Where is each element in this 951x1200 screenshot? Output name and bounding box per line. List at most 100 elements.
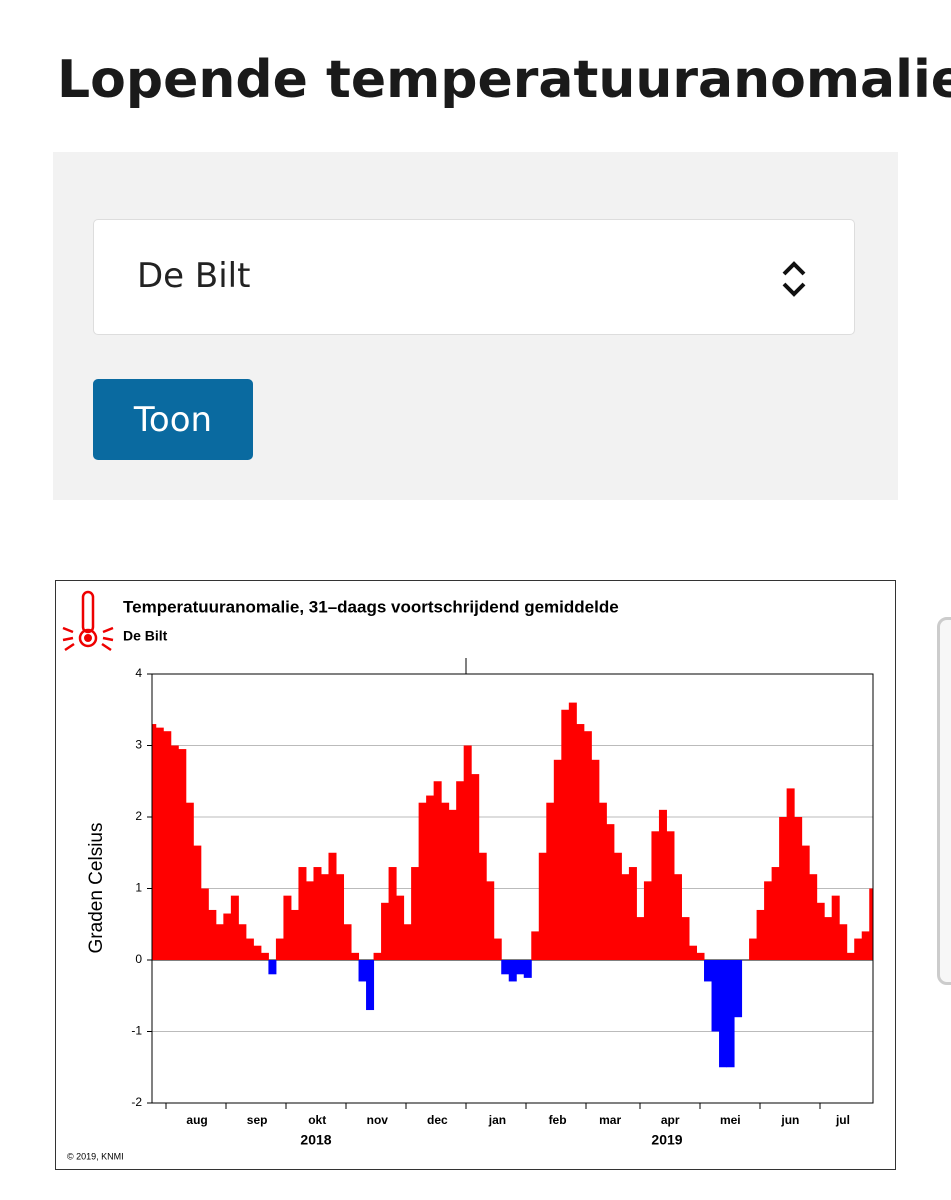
- bar: [561, 709, 570, 960]
- y-tick-label: 0: [135, 952, 142, 966]
- select-arrows: [782, 261, 806, 297]
- bar: [215, 924, 224, 960]
- bar: [373, 952, 382, 960]
- bar: [313, 867, 322, 960]
- bar: [801, 845, 810, 960]
- x-tick-label: jan: [488, 1113, 506, 1127]
- bar: [208, 909, 217, 960]
- bar: [523, 960, 532, 978]
- x-tick-label: nov: [367, 1113, 389, 1127]
- bar: [688, 945, 698, 960]
- bar: [576, 724, 585, 960]
- bar: [433, 781, 442, 960]
- bar: [538, 852, 547, 960]
- bar: [223, 913, 232, 960]
- bar: [456, 781, 465, 960]
- select-value: De Bilt: [137, 256, 251, 296]
- bar: [163, 731, 172, 960]
- x-tick-label: jun: [780, 1113, 799, 1127]
- bar: [516, 960, 525, 975]
- bar: [343, 924, 352, 960]
- bar: [704, 960, 713, 982]
- bar: [403, 924, 412, 960]
- thermometer-icon: [62, 590, 114, 652]
- bar: [794, 817, 803, 960]
- plot-frame: [151, 673, 874, 1104]
- axes: -2 -1 0 1 2 3 4 aug sep okt nov dec jan feb mar apr mei j…: [131, 658, 874, 1127]
- bar: [824, 917, 833, 960]
- bar: [388, 867, 397, 960]
- bar: [200, 888, 209, 960]
- bar: [854, 938, 863, 960]
- bar: [463, 745, 472, 960]
- x-tick-label: apr: [661, 1113, 680, 1127]
- station-select[interactable]: De Bilt: [93, 219, 855, 335]
- chart-subtitle: De Bilt: [123, 628, 168, 644]
- bar: [583, 731, 592, 960]
- credit: © 2019, KNMI: [67, 1151, 124, 1161]
- bar: [283, 895, 292, 960]
- bar: [658, 809, 667, 960]
- bar: [478, 852, 487, 960]
- y-axis-label: Graden Celsius: [86, 823, 107, 954]
- bar: [260, 952, 269, 960]
- bar: [366, 960, 375, 1011]
- year-label: 2018: [300, 1132, 331, 1148]
- bar: [764, 881, 773, 960]
- x-tick-label: feb: [549, 1113, 567, 1127]
- bar: [734, 960, 743, 1018]
- bar: [170, 745, 179, 960]
- chart-title: Temperatuuranomalie, 31–daags voortschri…: [123, 597, 619, 616]
- bar: [493, 938, 502, 960]
- bar: [441, 802, 450, 960]
- form-panel: De Bilt Toon: [53, 152, 898, 500]
- bar: [185, 802, 194, 960]
- bar: [448, 809, 457, 960]
- y-tick-label: 2: [135, 809, 142, 823]
- bar: [358, 960, 367, 982]
- y-tick-label: 1: [135, 881, 142, 895]
- x-tick-label: mar: [599, 1113, 621, 1127]
- bar: [290, 909, 299, 960]
- thermometer-bulb: [84, 634, 92, 642]
- bar: [238, 924, 247, 960]
- x-tick-label: sep: [247, 1113, 268, 1127]
- y-tick-label: -2: [131, 1095, 142, 1109]
- bar: [726, 960, 735, 1068]
- bar: [531, 931, 540, 960]
- bar: [230, 895, 239, 960]
- bar: [816, 902, 825, 960]
- bar: [711, 960, 720, 1032]
- bar: [621, 874, 630, 960]
- bar: [839, 924, 848, 960]
- bar: [749, 938, 758, 960]
- y-tick-label: 3: [135, 738, 142, 752]
- bar: [418, 802, 427, 960]
- bar: [351, 952, 360, 960]
- y-tick-label: -1: [131, 1024, 142, 1038]
- bar: [673, 874, 682, 960]
- year-label: 2019: [651, 1132, 682, 1148]
- bar: [426, 795, 435, 960]
- bar: [193, 845, 202, 960]
- bar: [245, 938, 254, 960]
- chart: Temperatuuranomalie, 31–daags voortschri…: [55, 580, 896, 1170]
- bar: [846, 952, 855, 960]
- page-title: Lopende temperatuuranomalie: [57, 50, 951, 110]
- bar: [336, 874, 345, 960]
- bar: [681, 917, 690, 960]
- bar: [786, 788, 795, 960]
- bar: [305, 881, 314, 960]
- bar: [320, 874, 329, 960]
- bar: [546, 802, 555, 960]
- show-button[interactable]: Toon: [93, 379, 253, 460]
- bar: [643, 881, 652, 960]
- side-panel: [937, 617, 951, 985]
- bar: [869, 888, 874, 960]
- bars: [152, 673, 874, 1104]
- bar: [568, 702, 577, 960]
- bar: [268, 960, 277, 975]
- bar: [666, 831, 675, 960]
- y-tick-label: 4: [135, 666, 142, 680]
